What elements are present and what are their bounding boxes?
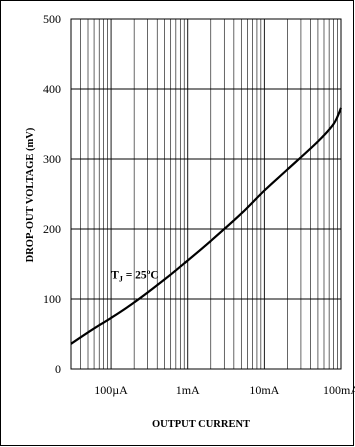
x-tick-label: 10mA (249, 383, 279, 397)
plot-area (70, 18, 342, 370)
y-tick-label: 400 (43, 82, 61, 96)
annotation-rest: = 25ºC (123, 270, 159, 282)
y-tick-label: 200 (43, 222, 61, 236)
y-axis-label: DROP-OUT VOLTAGE (mV) (25, 127, 36, 262)
x-tick-label: 100mA (323, 383, 355, 397)
grid (70, 18, 342, 370)
annotation-main: T (111, 270, 119, 282)
x-axis-label: OUTPUT CURRENT (152, 419, 250, 430)
y-tick-label: 500 (43, 12, 61, 26)
y-tick-label: 0 (55, 362, 61, 376)
annotation-sub: J (119, 275, 123, 284)
x-tick-label: 100µA (94, 383, 128, 397)
x-tick-labels: 100µA 1mA 10mA 100mA (94, 383, 355, 397)
x-tick-label: 1mA (176, 383, 200, 397)
series-line (70, 107, 343, 345)
y-tick-label: 300 (43, 152, 61, 166)
y-tick-labels: 0 100 200 300 400 500 (43, 12, 61, 376)
temperature-annotation: TJ = 25ºC (111, 270, 159, 284)
y-tick-label: 100 (43, 292, 61, 306)
